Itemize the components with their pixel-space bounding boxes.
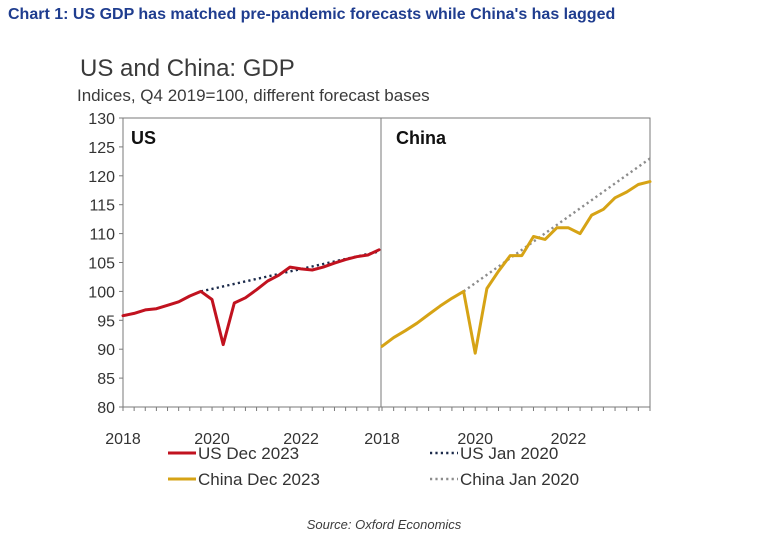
y-tick-label: 110 xyxy=(89,227,115,244)
y-tick-label: 90 xyxy=(97,342,115,359)
series-china-dec-2023 xyxy=(380,180,652,355)
legend-label-us-dec-2023: US Dec 2023 xyxy=(198,444,299,463)
chart-subtitle: Indices, Q4 2019=100, different forecast… xyxy=(77,86,430,105)
panel-label-us: US xyxy=(131,128,156,148)
legend-label-china-jan-2020: China Jan 2020 xyxy=(460,470,579,489)
series-china-jan-2020 xyxy=(462,157,651,293)
y-tick-label: 85 xyxy=(97,371,115,388)
y-tick-label: 100 xyxy=(88,284,115,301)
y-tick-label: 115 xyxy=(89,198,115,215)
x-tick-label-china: 2020 xyxy=(457,431,493,448)
x-tick-label-china: 2018 xyxy=(364,431,400,448)
source-note: Source: Oxford Economics xyxy=(306,517,462,532)
chart-title: US and China: GDP xyxy=(80,55,295,82)
y-tick-label: 95 xyxy=(97,313,115,330)
panel-label-china: China xyxy=(396,128,447,148)
legend-label-us-jan-2020: US Jan 2020 xyxy=(460,444,558,463)
plot-frame xyxy=(122,117,651,408)
page-heading: Chart 1: US GDP has matched pre-pandemic… xyxy=(8,6,616,23)
series-us-dec-2023 xyxy=(121,248,381,347)
y-tick-label: 125 xyxy=(88,140,115,157)
y-tick-label: 130 xyxy=(88,111,115,128)
y-tick-label: 105 xyxy=(88,256,115,273)
x-tick-label-us: 2022 xyxy=(283,431,319,448)
y-tick-label: 120 xyxy=(88,169,115,186)
y-tick-label: 80 xyxy=(97,400,115,417)
x-tick-label-us: 2020 xyxy=(194,431,230,448)
x-tick-label-china: 2022 xyxy=(551,431,587,448)
x-tick-label-us: 2018 xyxy=(105,431,141,448)
legend-label-china-dec-2023: China Dec 2023 xyxy=(198,470,320,489)
